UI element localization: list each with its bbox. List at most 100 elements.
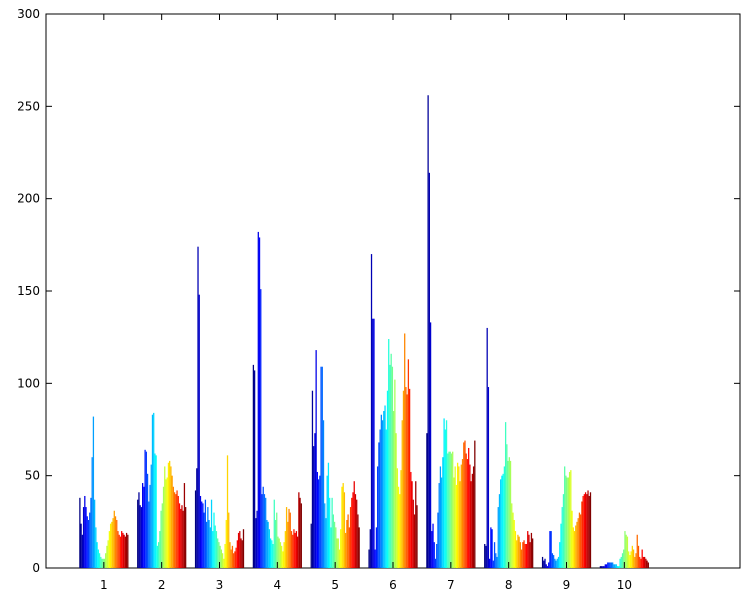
bar-group-1-series-37 (123, 534, 125, 568)
bar-group-2-series-31 (173, 492, 176, 568)
bar-group-8-series-7 (491, 529, 493, 568)
bar-group-10-series-24 (628, 551, 630, 568)
bar-group-6-series-14 (384, 405, 386, 568)
bar-group-8-series-16 (502, 473, 504, 568)
bar-group-8-series-15 (501, 475, 503, 568)
bar-group-3-series-32 (233, 553, 235, 568)
bar-group-10-series-17 (619, 558, 621, 568)
bar-group-7-series-3 (428, 172, 430, 568)
bar-group-7-series-30 (461, 459, 464, 568)
bar-group-4-series-10 (263, 494, 266, 568)
bar-group-3-series-30 (230, 549, 232, 568)
bar-group-7-series-28 (459, 481, 461, 568)
bar-group-4-series-18 (273, 499, 275, 568)
bar-group-1-series-17 (98, 553, 101, 568)
bar-group-5-series-39 (357, 514, 359, 568)
bar-group-1-series-13 (94, 499, 96, 568)
bar-group-3-series-29 (229, 542, 231, 568)
bar-group-7-series-37 (470, 481, 472, 568)
bar-group-6-series-12 (381, 420, 384, 568)
bar-group-6-series-31 (405, 387, 407, 568)
bar-group-4-series-27 (284, 531, 286, 568)
bar-group-6-series-1 (368, 549, 370, 568)
bar-group-1-series-34 (119, 536, 122, 568)
bar-group-1-series-8 (87, 519, 90, 568)
bar-group-2-series-32 (175, 494, 177, 568)
bar-group-8-series-20 (507, 460, 509, 568)
bar-group-3-series-3 (197, 246, 199, 568)
bar-group-10-series-26 (630, 551, 632, 568)
bar-group-3-series-12 (208, 519, 210, 568)
bar-group-8-series-2 (485, 545, 487, 568)
bar-group-8-series-32 (522, 542, 524, 568)
bar-group-9-series-12 (555, 560, 557, 568)
bar-group-7-series-39 (472, 466, 475, 568)
bar-group-5-series-18 (331, 497, 333, 568)
bar-group-1-series-15 (96, 542, 98, 568)
bar-group-9-series-4 (545, 564, 547, 568)
bar-group-6-series-6 (374, 549, 376, 568)
bar-group-4-series-8 (261, 494, 263, 568)
bar-group-1-series-1 (79, 497, 81, 568)
bar-group-3-series-21 (219, 545, 221, 568)
bar-group-7-series-16 (444, 429, 446, 568)
ytick-label-250: 250 (17, 99, 40, 113)
bar-group-5-series-6 (316, 471, 319, 568)
bar-group-4-series-34 (293, 529, 295, 568)
bar-group-7-series-29 (460, 464, 462, 568)
bar-group-2-series-35 (178, 503, 181, 568)
bar-group-7-series-34 (466, 459, 469, 568)
bar-group-7-series-31 (463, 442, 465, 568)
bar-group-7-series-22 (452, 451, 454, 568)
bar-group-10-series-10 (610, 562, 613, 568)
bar-group-8-series-39 (530, 532, 533, 568)
bar-group-8-series-33 (523, 540, 525, 568)
tick-labels: 0 50 100 150 200 250 300 1 2 3 4 5 6 7 8 9 10 (17, 7, 632, 592)
bar-group-2-series-5 (142, 483, 144, 568)
bar-group-6-series-28 (401, 420, 403, 568)
bar-group-4-series-7 (260, 289, 262, 568)
bar-group-2-series-19 (159, 531, 161, 568)
bar-group-10-series-6 (605, 564, 608, 568)
bar-group-9-series-23 (568, 471, 571, 568)
bar-group-1-series-30 (114, 516, 117, 568)
bar-group-10-series-30 (635, 553, 637, 568)
bar-group-2-series-17 (156, 545, 159, 568)
bar-group-1-series-27 (111, 521, 113, 568)
bar-group-4-series-38 (298, 492, 300, 568)
bar-group-8-series-40 (532, 538, 534, 568)
bar-group-5-series-13 (325, 518, 327, 568)
bar-group-4-series-3 (255, 518, 257, 568)
bar-group-6-series-9 (378, 442, 380, 568)
bar-group-7-series-27 (458, 466, 460, 568)
bar-group-8-series-10 (495, 553, 497, 568)
bar-group-3-series-16 (213, 512, 215, 568)
bar-group-1-series-40 (127, 534, 129, 568)
bar-group-9-series-38 (587, 490, 589, 568)
bar-group-9-series-24 (570, 470, 572, 568)
bar-group-2-series-3 (139, 505, 141, 568)
bar-group-3-series-37 (239, 531, 241, 568)
bar-group-4-series-26 (283, 542, 285, 568)
bar-group-10-series-1 (599, 566, 602, 568)
bar-group-2-series-13 (151, 414, 154, 568)
bar-group-3-series-17 (214, 525, 216, 568)
bar-group-5-series-30 (346, 519, 348, 568)
bar-group-1-series-36 (122, 532, 124, 568)
bar-group-5-series-33 (349, 507, 352, 568)
xtick-label-4: 4 (274, 578, 282, 592)
bar-group-9-series-6 (548, 562, 550, 568)
bar-group-9-series-28 (575, 525, 577, 568)
bar-group-8-series-5 (489, 558, 491, 568)
bar-group-1-series-14 (95, 527, 97, 568)
ytick-label-100: 100 (17, 376, 40, 390)
bar-group-5-series-25 (340, 529, 342, 568)
bar-group-3-series-5 (199, 495, 202, 568)
bar-group-8-series-36 (527, 531, 529, 568)
bar-group-3-series-4 (198, 294, 200, 568)
bar-group-6-series-13 (383, 411, 385, 568)
bar-group-2-series-12 (150, 464, 152, 568)
bar-group-7-series-20 (449, 451, 451, 568)
bar-group-1-series-21 (103, 558, 106, 568)
bar-group-9-series-33 (581, 501, 583, 568)
